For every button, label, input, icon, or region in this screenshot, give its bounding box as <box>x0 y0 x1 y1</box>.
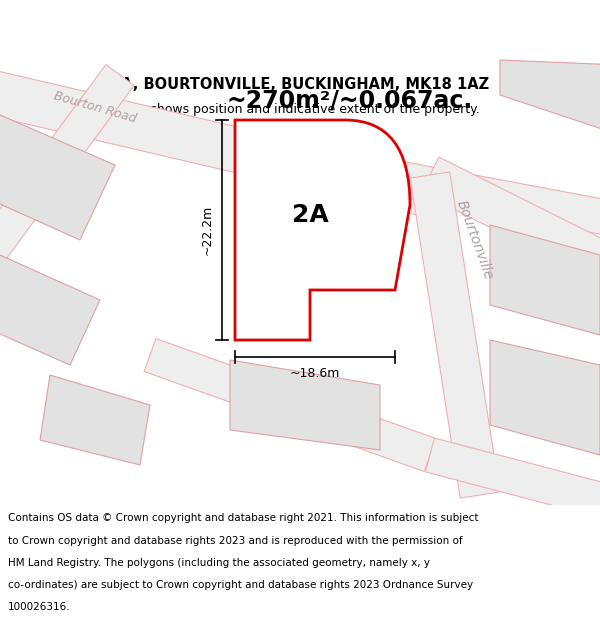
Text: Bourton Road: Bourton Road <box>283 146 377 184</box>
Polygon shape <box>410 172 500 498</box>
Text: 100026316.: 100026316. <box>8 602 70 612</box>
Polygon shape <box>0 64 134 276</box>
Polygon shape <box>40 375 150 465</box>
Polygon shape <box>0 255 100 365</box>
Text: 2A: 2A <box>292 203 328 227</box>
Text: Contains OS data © Crown copyright and database right 2021. This information is : Contains OS data © Crown copyright and d… <box>8 513 478 523</box>
Polygon shape <box>490 340 600 455</box>
Text: 2A, BOURTONVILLE, BUCKINGHAM, MK18 1AZ: 2A, BOURTONVILLE, BUCKINGHAM, MK18 1AZ <box>111 77 489 92</box>
Polygon shape <box>500 60 600 135</box>
Polygon shape <box>297 142 600 238</box>
Polygon shape <box>425 438 600 522</box>
Polygon shape <box>144 339 436 471</box>
Text: ~22.2m: ~22.2m <box>201 205 214 255</box>
Text: Bourton Road: Bourton Road <box>52 89 138 125</box>
Text: HM Land Registry. The polygons (including the associated geometry, namely x, y: HM Land Registry. The polygons (includin… <box>8 558 430 568</box>
PathPatch shape <box>235 120 410 340</box>
Polygon shape <box>421 157 600 288</box>
Text: co-ordinates) are subject to Crown copyright and database rights 2023 Ordnance S: co-ordinates) are subject to Crown copyr… <box>8 580 473 590</box>
Text: to Crown copyright and database rights 2023 and is reproduced with the permissio: to Crown copyright and database rights 2… <box>8 536 463 546</box>
Text: Map shows position and indicative extent of the property.: Map shows position and indicative extent… <box>120 104 480 116</box>
Polygon shape <box>490 225 600 335</box>
Text: ~270m²/~0.067ac.: ~270m²/~0.067ac. <box>227 88 473 112</box>
Polygon shape <box>230 360 380 450</box>
Polygon shape <box>0 115 115 240</box>
Polygon shape <box>0 68 435 217</box>
Text: ~18.6m: ~18.6m <box>290 367 340 380</box>
Text: Bourtonville: Bourtonville <box>454 198 496 282</box>
